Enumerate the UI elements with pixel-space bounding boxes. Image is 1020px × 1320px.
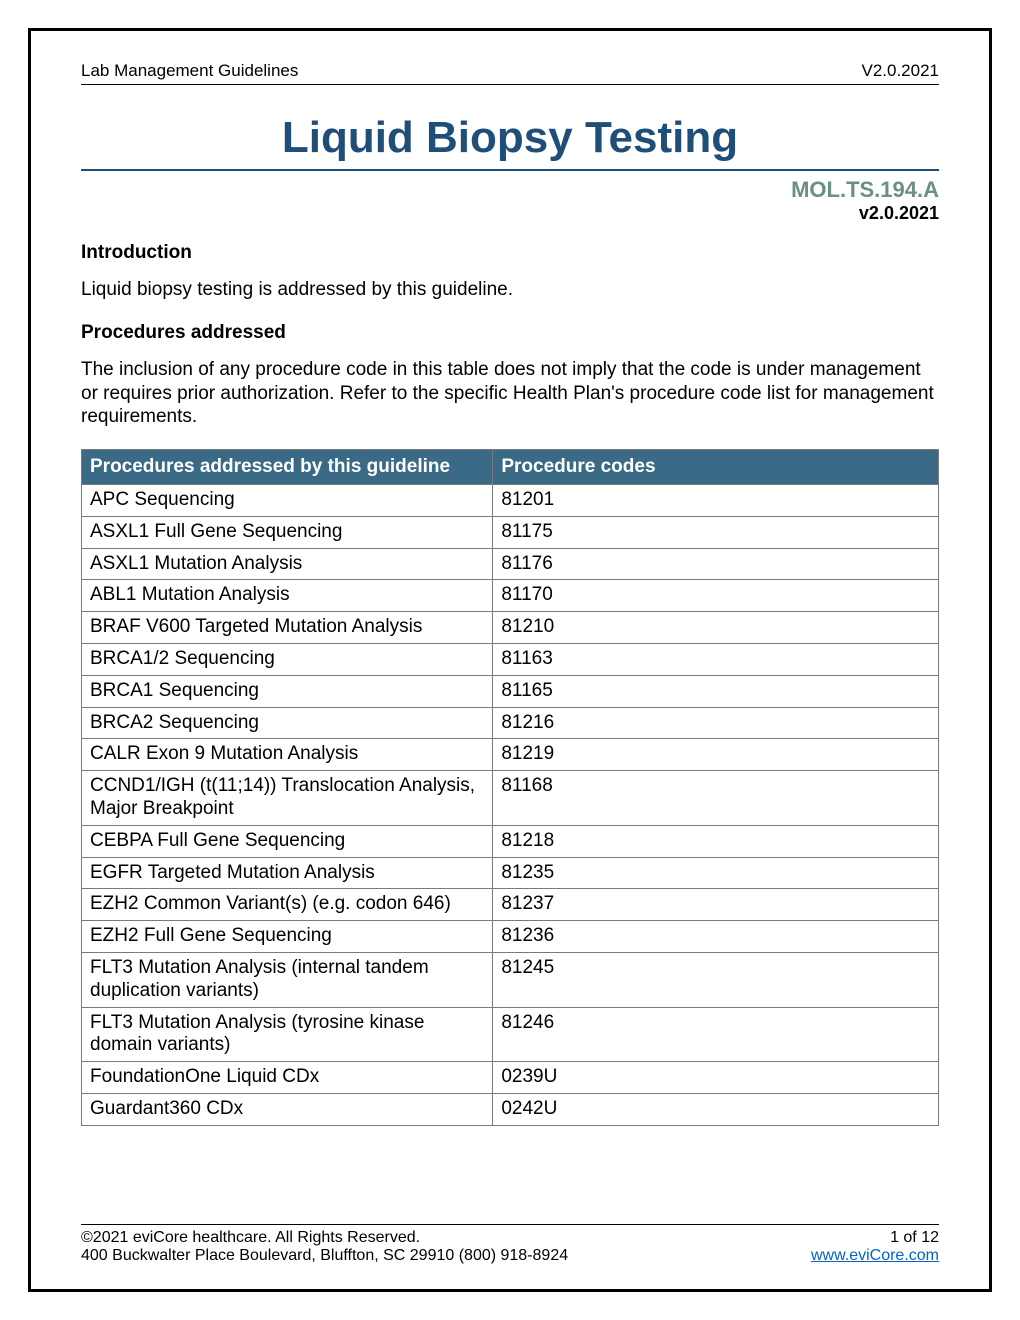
procedure-name-cell: BRCA1/2 Sequencing	[82, 643, 493, 675]
table-row: EZH2 Full Gene Sequencing81236	[82, 921, 939, 953]
procedure-name-cell: FoundationOne Liquid CDx	[82, 1062, 493, 1094]
procedure-code-cell: 81216	[493, 707, 939, 739]
page-footer: ©2021 eviCore healthcare. All Rights Res…	[81, 1224, 939, 1265]
footer-address: 400 Buckwalter Place Boulevard, Bluffton…	[81, 1247, 568, 1265]
procedure-name-cell: CEBPA Full Gene Sequencing	[82, 825, 493, 857]
table-row: APC Sequencing81201	[82, 485, 939, 517]
table-row: BRCA1 Sequencing81165	[82, 675, 939, 707]
table-row: FoundationOne Liquid CDx0239U	[82, 1062, 939, 1094]
doc-version: v2.0.2021	[81, 203, 939, 224]
page-frame: Lab Management Guidelines V2.0.2021 Liqu…	[28, 28, 992, 1292]
table-row: EGFR Targeted Mutation Analysis81235	[82, 857, 939, 889]
intro-heading: Introduction	[81, 242, 939, 264]
table-row: CCND1/IGH (t(11;14)) Translocation Analy…	[82, 771, 939, 826]
procedure-name-cell: ABL1 Mutation Analysis	[82, 580, 493, 612]
procedure-code-cell: 81176	[493, 548, 939, 580]
page-title: Liquid Biopsy Testing	[81, 113, 939, 171]
table-row: ASXL1 Mutation Analysis81176	[82, 548, 939, 580]
procedure-code-cell: 81237	[493, 889, 939, 921]
procedure-name-cell: CCND1/IGH (t(11;14)) Translocation Analy…	[82, 771, 493, 826]
procedure-name-cell: FLT3 Mutation Analysis (internal tandem …	[82, 952, 493, 1007]
table-row: CALR Exon 9 Mutation Analysis81219	[82, 739, 939, 771]
content-area: Introduction Liquid biopsy testing is ad…	[81, 242, 939, 1126]
table-row: FLT3 Mutation Analysis (tyrosine kinase …	[82, 1007, 939, 1062]
footer-link[interactable]: www.eviCore.com	[811, 1247, 939, 1265]
footer-copyright: ©2021 eviCore healthcare. All Rights Res…	[81, 1229, 420, 1247]
procedure-code-cell: 81175	[493, 516, 939, 548]
procedure-name-cell: BRCA2 Sequencing	[82, 707, 493, 739]
table-row: ASXL1 Full Gene Sequencing81175	[82, 516, 939, 548]
table-col-header-1: Procedures addressed by this guideline	[82, 450, 493, 485]
procedure-code-cell: 81219	[493, 739, 939, 771]
table-row: BRAF V600 Targeted Mutation Analysis8121…	[82, 612, 939, 644]
procedure-code-cell: 81168	[493, 771, 939, 826]
procedure-name-cell: Guardant360 CDx	[82, 1093, 493, 1125]
procedure-code-cell: 81165	[493, 675, 939, 707]
procedure-name-cell: ASXL1 Full Gene Sequencing	[82, 516, 493, 548]
procedure-code-cell: 81236	[493, 921, 939, 953]
procedure-code-cell: 81210	[493, 612, 939, 644]
table-header-row: Procedures addressed by this guideline P…	[82, 450, 939, 485]
page-header: Lab Management Guidelines V2.0.2021	[81, 61, 939, 85]
header-right: V2.0.2021	[861, 61, 939, 81]
procedure-code-cell: 81246	[493, 1007, 939, 1062]
procedure-code-cell: 0239U	[493, 1062, 939, 1094]
procedure-code-cell: 81201	[493, 485, 939, 517]
procedure-name-cell: BRCA1 Sequencing	[82, 675, 493, 707]
footer-page-number: 1 of 12	[890, 1229, 939, 1247]
procedure-name-cell: EZH2 Common Variant(s) (e.g. codon 646)	[82, 889, 493, 921]
procedure-name-cell: EZH2 Full Gene Sequencing	[82, 921, 493, 953]
procedure-code-cell: 81245	[493, 952, 939, 1007]
header-left: Lab Management Guidelines	[81, 61, 298, 81]
procedures-table: Procedures addressed by this guideline P…	[81, 449, 939, 1126]
table-row: FLT3 Mutation Analysis (internal tandem …	[82, 952, 939, 1007]
procedure-name-cell: CALR Exon 9 Mutation Analysis	[82, 739, 493, 771]
doc-code: MOL.TS.194.A	[81, 177, 939, 203]
table-col-header-2: Procedure codes	[493, 450, 939, 485]
intro-text: Liquid biopsy testing is addressed by th…	[81, 278, 939, 302]
procedure-code-cell: 81170	[493, 580, 939, 612]
procedure-code-cell: 81163	[493, 643, 939, 675]
procedure-name-cell: ASXL1 Mutation Analysis	[82, 548, 493, 580]
table-body: APC Sequencing81201ASXL1 Full Gene Seque…	[82, 485, 939, 1126]
procedures-heading: Procedures addressed	[81, 322, 939, 344]
table-row: Guardant360 CDx0242U	[82, 1093, 939, 1125]
table-row: BRCA2 Sequencing81216	[82, 707, 939, 739]
procedure-code-cell: 81235	[493, 857, 939, 889]
procedure-name-cell: FLT3 Mutation Analysis (tyrosine kinase …	[82, 1007, 493, 1062]
table-row: CEBPA Full Gene Sequencing81218	[82, 825, 939, 857]
table-row: BRCA1/2 Sequencing81163	[82, 643, 939, 675]
procedure-name-cell: EGFR Targeted Mutation Analysis	[82, 857, 493, 889]
procedure-name-cell: BRAF V600 Targeted Mutation Analysis	[82, 612, 493, 644]
procedure-code-cell: 81218	[493, 825, 939, 857]
table-row: EZH2 Common Variant(s) (e.g. codon 646)8…	[82, 889, 939, 921]
table-row: ABL1 Mutation Analysis81170	[82, 580, 939, 612]
procedure-code-cell: 0242U	[493, 1093, 939, 1125]
procedures-text: The inclusion of any procedure code in t…	[81, 358, 939, 429]
procedure-name-cell: APC Sequencing	[82, 485, 493, 517]
